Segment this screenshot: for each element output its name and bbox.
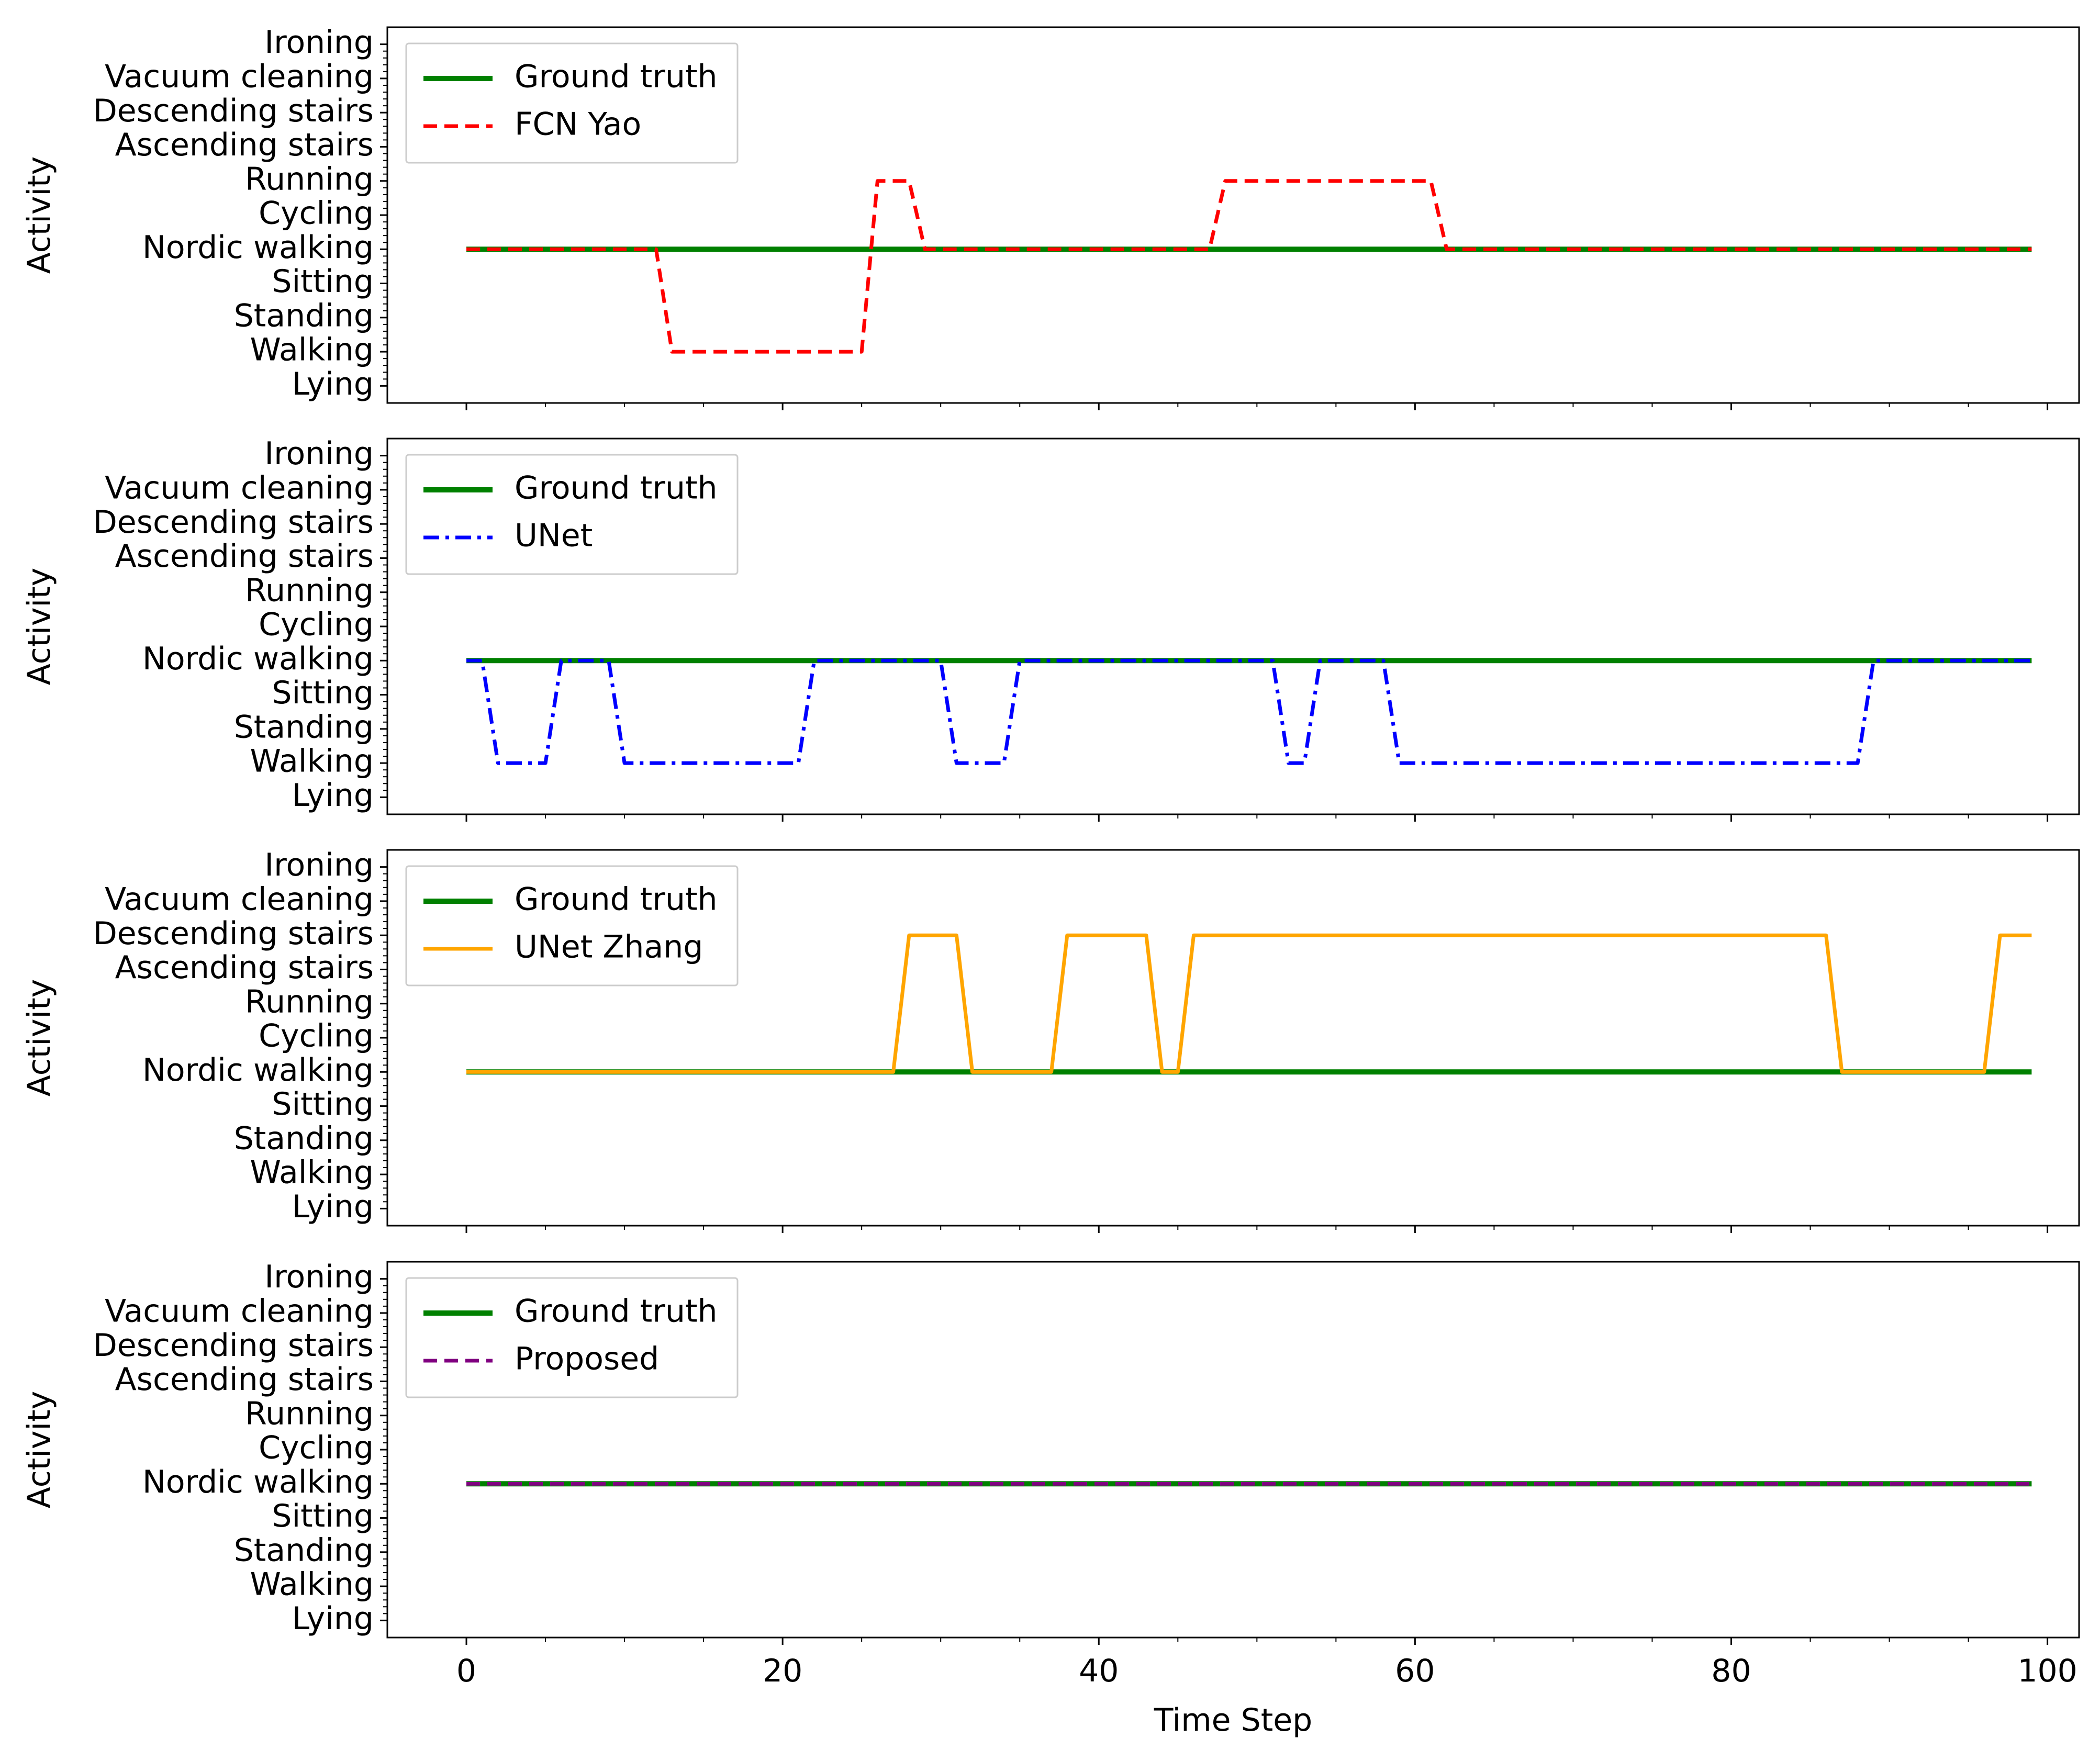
prediction-line <box>466 658 2032 765</box>
legend-label-prediction: FCN Yao <box>515 106 641 143</box>
y-tick-label: Descending stairs <box>93 1327 374 1364</box>
legend-box <box>405 865 739 986</box>
prediction-line <box>466 933 2032 1074</box>
y-tick-label: Vacuum cleaning <box>105 470 374 507</box>
y-tick-label: Ironing <box>264 24 374 61</box>
y-tick-label: Standing <box>234 709 374 745</box>
y-tick-label: Lying <box>292 1600 374 1637</box>
y-tick-label: Lying <box>292 777 374 814</box>
legend-label-ground-truth: Ground truth <box>515 470 718 507</box>
prediction-line <box>466 179 2032 354</box>
legend-label-prediction: Proposed <box>515 1341 659 1377</box>
y-tick-label: Nordic walking <box>142 641 374 677</box>
y-tick-label: Walking <box>250 332 374 368</box>
y-tick-label: Running <box>245 572 374 609</box>
y-tick-label: Standing <box>234 297 374 334</box>
y-tick-label: Ironing <box>264 435 374 472</box>
x-tick-label: 100 <box>2017 1653 2077 1689</box>
y-tick-label: Walking <box>250 743 374 780</box>
legend-box <box>405 1277 739 1398</box>
y-tick-label: Ironing <box>264 1259 374 1295</box>
y-tick-label: Ironing <box>264 847 374 883</box>
y-tick-label: Nordic walking <box>142 1052 374 1089</box>
x-tick-label: 0 <box>456 1653 476 1689</box>
y-tick-label: Ascending stairs <box>115 538 374 575</box>
x-tick-label: 60 <box>1395 1653 1435 1689</box>
y-tick-label: Cycling <box>259 607 374 643</box>
y-tick-label: Lying <box>292 366 374 402</box>
legend-label-prediction: UNet Zhang <box>515 929 703 966</box>
y-tick-label: Cycling <box>259 195 374 232</box>
y-tick-label: Nordic walking <box>142 229 374 266</box>
legend-box <box>405 454 739 575</box>
legend: Ground truth Proposed <box>405 1277 739 1398</box>
y-axis-label: Activity <box>21 979 58 1096</box>
y-tick-label: Ascending stairs <box>115 127 374 163</box>
legend-label-ground-truth: Ground truth <box>515 1293 718 1330</box>
x-axis-label: Time Step <box>1154 1702 1313 1739</box>
x-tick-label: 80 <box>1711 1653 1751 1689</box>
y-tick-label: Vacuum cleaning <box>105 59 374 95</box>
y-tick-label: Sitting <box>272 675 374 711</box>
y-tick-label: Running <box>245 161 374 197</box>
y-tick-label: Ascending stairs <box>115 1361 374 1398</box>
x-tick-label: 40 <box>1079 1653 1119 1689</box>
legend-label-ground-truth: Ground truth <box>515 59 718 95</box>
legend-box <box>405 42 739 164</box>
y-tick-label: Sitting <box>272 1498 374 1534</box>
y-axis-label: Activity <box>21 1391 58 1508</box>
y-tick-label: Sitting <box>272 1086 374 1123</box>
y-tick-label: Ascending stairs <box>115 949 374 986</box>
y-tick-label: Standing <box>234 1120 374 1157</box>
y-tick-label: Nordic walking <box>142 1464 374 1500</box>
legend: Ground truth UNet <box>405 454 739 575</box>
y-tick-label: Vacuum cleaning <box>105 881 374 918</box>
y-tick-label: Descending stairs <box>93 93 374 129</box>
legend: Ground truth UNet Zhang <box>405 865 739 986</box>
y-tick-label: Cycling <box>259 1018 374 1055</box>
legend-label-prediction: UNet <box>515 518 593 554</box>
y-tick-label: Running <box>245 983 374 1020</box>
y-tick-label: Sitting <box>272 263 374 300</box>
y-axis-label: Activity <box>21 568 58 685</box>
y-tick-label: Running <box>245 1395 374 1432</box>
y-tick-label: Vacuum cleaning <box>105 1293 374 1330</box>
y-tick-label: Descending stairs <box>93 915 374 952</box>
y-axis-label: Activity <box>21 156 58 274</box>
y-tick-label: Cycling <box>259 1430 374 1466</box>
y-tick-label: Standing <box>234 1532 374 1568</box>
legend-label-ground-truth: Ground truth <box>515 881 718 918</box>
y-tick-label: Walking <box>250 1154 374 1191</box>
y-tick-label: Walking <box>250 1566 374 1603</box>
legend: Ground truth FCN Yao <box>405 42 739 164</box>
y-tick-label: Descending stairs <box>93 504 374 541</box>
x-tick-label: 20 <box>763 1653 802 1689</box>
y-tick-label: Lying <box>292 1189 374 1225</box>
